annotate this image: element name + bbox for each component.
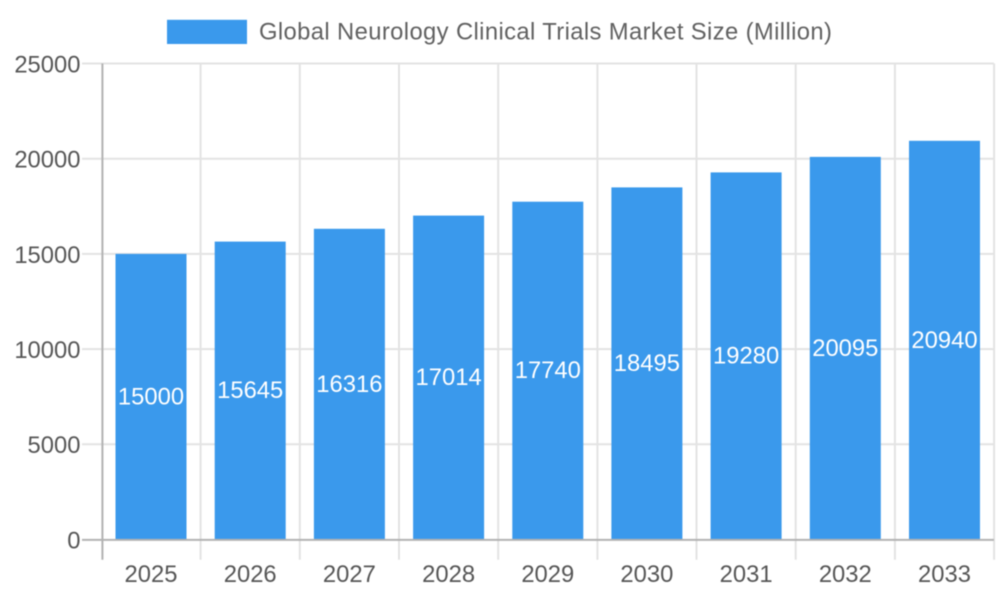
svg-text:2031: 2031 [720, 561, 773, 588]
svg-text:2030: 2030 [620, 561, 673, 588]
svg-text:10000: 10000 [14, 337, 80, 364]
svg-text:2033: 2033 [918, 561, 971, 588]
svg-text:2029: 2029 [521, 561, 574, 588]
svg-text:2026: 2026 [224, 561, 277, 588]
svg-text:17740: 17740 [515, 357, 581, 384]
svg-text:Global Neurology Clinical Tria: Global Neurology Clinical Trials Market … [259, 18, 832, 45]
svg-text:25000: 25000 [14, 51, 80, 78]
svg-text:20000: 20000 [14, 147, 80, 174]
svg-text:20095: 20095 [812, 335, 878, 362]
svg-text:17014: 17014 [416, 364, 482, 391]
svg-text:0: 0 [67, 527, 80, 554]
svg-text:18495: 18495 [614, 350, 680, 377]
svg-text:16316: 16316 [316, 371, 382, 398]
svg-text:2025: 2025 [125, 561, 178, 588]
svg-text:2027: 2027 [323, 561, 376, 588]
svg-text:15645: 15645 [217, 377, 283, 404]
svg-text:5000: 5000 [28, 432, 81, 459]
svg-text:15000: 15000 [14, 242, 80, 269]
svg-text:19280: 19280 [713, 343, 779, 370]
svg-text:2028: 2028 [422, 561, 475, 588]
svg-text:20940: 20940 [911, 327, 977, 354]
svg-text:15000: 15000 [118, 383, 184, 410]
svg-text:2032: 2032 [819, 561, 872, 588]
